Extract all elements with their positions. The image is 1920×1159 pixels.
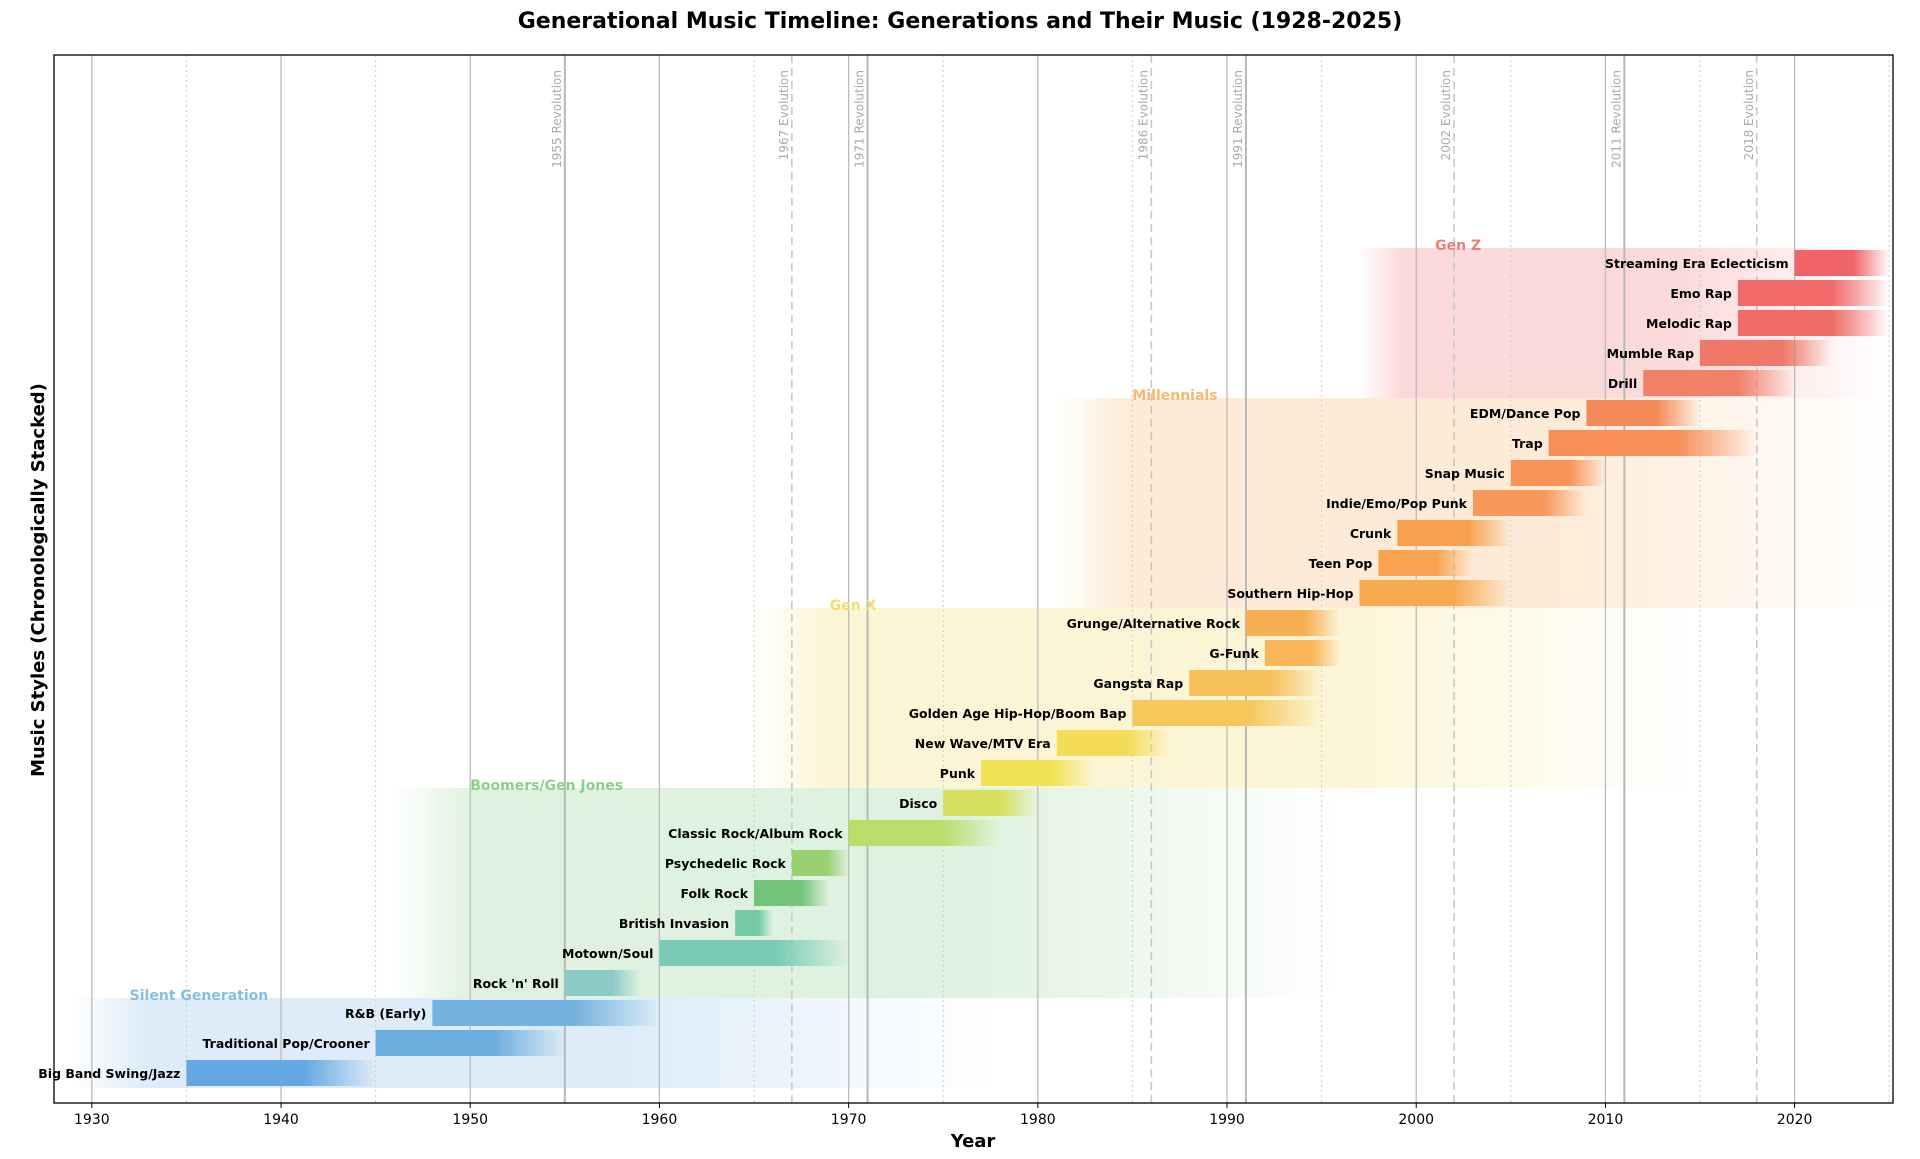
x-tick-label: 1990 — [1209, 1112, 1245, 1128]
style-bar — [981, 760, 1095, 786]
style-bar — [1510, 460, 1606, 486]
marker-label: 1986 Evolution — [1136, 70, 1150, 160]
style-bar — [1737, 280, 1890, 306]
x-tick-label: 1960 — [642, 1112, 678, 1128]
style-bar — [1397, 520, 1511, 546]
x-tick-label: 2010 — [1588, 1112, 1624, 1128]
generation-label: Millennials — [1132, 388, 1217, 404]
style-label: Crunk — [1350, 526, 1392, 541]
style-bar — [186, 1060, 376, 1086]
style-label: Rock 'n' Roll — [473, 976, 559, 991]
style-label: Punk — [940, 766, 976, 781]
style-label: EDM/Dance Pop — [1470, 406, 1581, 421]
style-bar — [1264, 640, 1341, 666]
style-label: Indie/Emo/Pop Punk — [1326, 496, 1468, 511]
style-label: Melodic Rap — [1646, 316, 1732, 331]
style-bar — [1700, 340, 1833, 366]
style-bar — [1056, 730, 1171, 756]
style-label: Gangsta Rap — [1093, 676, 1183, 691]
style-label: R&B (Early) — [345, 1006, 426, 1021]
x-tick-label: 1940 — [263, 1112, 299, 1128]
style-bar — [1794, 250, 1890, 276]
style-bar — [375, 1030, 565, 1056]
x-tick-label: 1930 — [74, 1112, 110, 1128]
style-bar — [791, 850, 849, 876]
style-label: Streaming Era Eclecticism — [1605, 256, 1789, 271]
plot-frame — [53, 54, 1894, 1104]
style-bar — [1359, 580, 1511, 606]
style-bar — [1737, 310, 1890, 336]
generation-label: Gen X — [830, 598, 877, 614]
style-label: Disco — [899, 796, 938, 811]
marker-label: 2011 Revolution — [1609, 70, 1623, 168]
x-tick-label: 1980 — [1020, 1112, 1056, 1128]
style-label: Classic Rock/Album Rock — [668, 826, 843, 841]
marker-label: 2002 Evolution — [1439, 70, 1453, 160]
generation-label: Boomers/Gen Jones — [470, 778, 623, 794]
marker-label: 1971 Revolution — [853, 70, 867, 168]
generation-label: Silent Generation — [130, 988, 269, 1004]
style-bar — [432, 1000, 660, 1026]
style-label: Big Band Swing/Jazz — [38, 1066, 180, 1081]
generation-label: Gen Z — [1435, 238, 1481, 254]
style-label: New Wave/MTV Era — [915, 736, 1051, 751]
grid-lines — [91, 55, 1890, 1103]
style-label: Snap Music — [1425, 466, 1505, 481]
style-bar — [754, 880, 830, 906]
style-label: Folk Rock — [681, 886, 749, 901]
style-label: G-Funk — [1209, 646, 1259, 661]
x-tick-label: 2020 — [1777, 1112, 1813, 1128]
style-label: British Invasion — [619, 916, 729, 931]
style-bar — [1132, 700, 1322, 726]
x-tick-label: 2000 — [1398, 1112, 1434, 1128]
generation-labels: Silent Generation Boomers/Gen Jones Gen X M… — [130, 238, 1481, 1004]
marker-label: 1967 Evolution — [777, 70, 791, 160]
style-bar — [1378, 550, 1473, 576]
y-axis-label: Music Styles (Chronologically Stacked) — [28, 383, 49, 777]
style-label: Teen Pop — [1309, 556, 1373, 571]
x-axis-ticks: 1930 1940 1950 1960 1970 1980 1990 2000 2010 2020 — [74, 1103, 1812, 1128]
style-bar — [1472, 490, 1587, 516]
era-markers: 1955 Revolution 1967 Evolution 1971 Revolu… — [550, 55, 1758, 1103]
chart-title: Generational Music Timeline: Generations… — [518, 9, 1403, 34]
style-bar — [564, 970, 641, 996]
style-bar — [1586, 400, 1701, 426]
x-tick-label: 1970 — [831, 1112, 867, 1128]
style-bar — [735, 910, 773, 936]
style-label: Traditional Pop/Crooner — [203, 1036, 371, 1051]
style-bar — [943, 790, 1038, 816]
generation-bands — [72, 248, 1893, 1088]
style-label: Drill — [1608, 376, 1637, 391]
style-label: Trap — [1512, 436, 1543, 451]
style-bars: Big Band Swing/Jazz Traditional Pop/Croon… — [38, 250, 1890, 1086]
style-bar — [1548, 430, 1757, 456]
x-tick-label: 1950 — [452, 1112, 488, 1128]
marker-label: 1991 Revolution — [1231, 70, 1245, 168]
style-label: Golden Age Hip-Hop/Boom Bap — [909, 706, 1127, 721]
style-bar — [1189, 670, 1322, 696]
marker-label: 1955 Revolution — [550, 70, 564, 168]
x-axis-label: Year — [950, 1131, 996, 1152]
style-bar — [1245, 610, 1341, 636]
style-label: Grunge/Alternative Rock — [1067, 616, 1241, 631]
style-bar — [1643, 370, 1795, 396]
style-label: Psychedelic Rock — [665, 856, 787, 871]
style-bar — [659, 940, 849, 966]
style-label: Emo Rap — [1670, 286, 1732, 301]
style-label: Motown/Soul — [562, 946, 653, 961]
style-label: Southern Hip-Hop — [1227, 586, 1353, 601]
marker-label: 2018 Evolution — [1742, 70, 1756, 160]
style-label: Mumble Rap — [1607, 346, 1694, 361]
style-bar — [848, 820, 1000, 846]
